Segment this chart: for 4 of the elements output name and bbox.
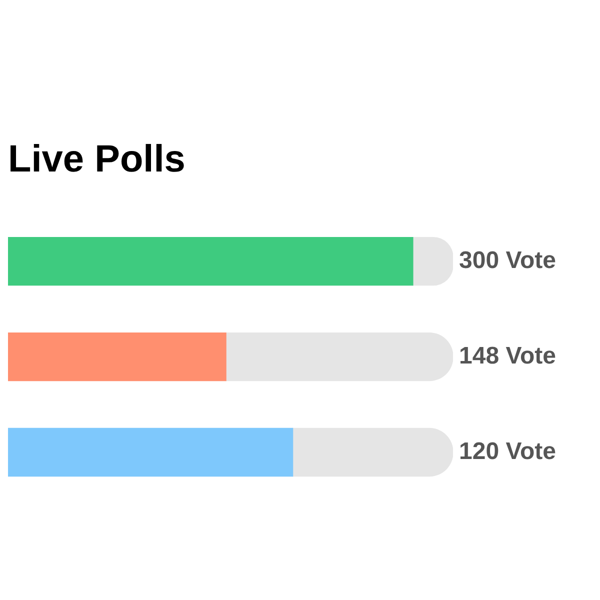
text: 120 Vote bbox=[459, 438, 556, 465]
text: 148 Vote bbox=[459, 342, 556, 370]
text: 300 Vote bbox=[459, 246, 556, 274]
chart-title: Live Polls bbox=[8, 138, 186, 180]
